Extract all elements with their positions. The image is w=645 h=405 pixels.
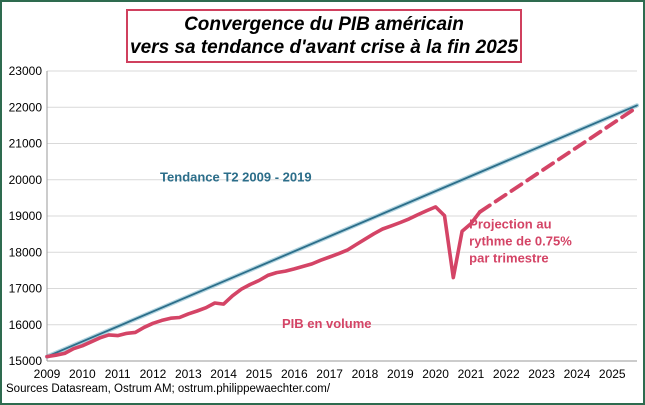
x-tick-label: 2018 bbox=[352, 367, 379, 381]
x-tick-label: 2011 bbox=[105, 367, 131, 381]
y-tick-label: 20000 bbox=[9, 173, 43, 187]
x-tick-label: 2014 bbox=[210, 367, 237, 381]
x-tick-label: 2016 bbox=[281, 367, 308, 381]
axes bbox=[46, 71, 637, 362]
x-tick-label: 2010 bbox=[69, 367, 96, 381]
source-note: Sources Datasream, Ostrum AM; ostrum.phi… bbox=[6, 383, 331, 395]
x-tick-label: 2017 bbox=[316, 367, 343, 381]
y-tick-label: 16000 bbox=[9, 318, 43, 332]
y-tick-label: 21000 bbox=[9, 137, 43, 151]
y-tick-labels: 15000 16000 17000 18000 19000 20000 21000 22000… bbox=[9, 64, 43, 368]
y-tick-label: 22000 bbox=[9, 100, 43, 114]
x-tick-label: 2013 bbox=[175, 367, 202, 381]
x-tick-label: 2020 bbox=[422, 367, 449, 381]
x-tick-label: 2015 bbox=[246, 367, 273, 381]
x-tick-label: 2023 bbox=[528, 367, 555, 381]
trend-line bbox=[46, 104, 638, 358]
series-lines bbox=[44, 103, 640, 359]
y-tick-label: 17000 bbox=[9, 282, 43, 296]
chart-title-line-2: vers sa tendance d'avant crise à la fin … bbox=[130, 37, 518, 58]
gdp-line bbox=[45, 205, 482, 359]
projection-annotation-line: par trimestre bbox=[469, 250, 548, 265]
x-tick-label: 2022 bbox=[493, 367, 520, 381]
gdp-annotation: PIB en volume bbox=[282, 316, 372, 331]
x-tick-label: 2025 bbox=[599, 367, 626, 381]
projection-line bbox=[477, 105, 639, 214]
x-tick-label: 2019 bbox=[387, 367, 414, 381]
gridlines bbox=[47, 70, 637, 326]
x-tick-label: 2021 bbox=[458, 367, 485, 381]
x-tick-labels: 2009 2010 2011 2012 2013 2014 2015 2016 2017 2018… bbox=[34, 367, 626, 381]
y-tick-label: 23000 bbox=[9, 64, 43, 78]
projection-annotation-line: Projection au bbox=[469, 216, 551, 231]
y-tick-label: 15000 bbox=[9, 354, 43, 368]
chart-title-line-1: Convergence du PIB américain bbox=[184, 14, 464, 35]
projection-annotation-line: rythme de 0.75% bbox=[469, 233, 572, 248]
annotations: Tendance T2 2009 - 2019 Projection au ryth… bbox=[160, 170, 572, 331]
x-tick-label: 2009 bbox=[34, 367, 61, 381]
trend-annotation: Tendance T2 2009 - 2019 bbox=[160, 170, 312, 185]
x-tick-label: 2012 bbox=[140, 367, 167, 381]
y-tick-label: 19000 bbox=[9, 209, 43, 223]
y-tick-label: 18000 bbox=[9, 245, 43, 259]
chart-title-box: Convergence du PIB américain vers sa ten… bbox=[126, 9, 522, 63]
x-tick-label: 2024 bbox=[564, 367, 591, 381]
